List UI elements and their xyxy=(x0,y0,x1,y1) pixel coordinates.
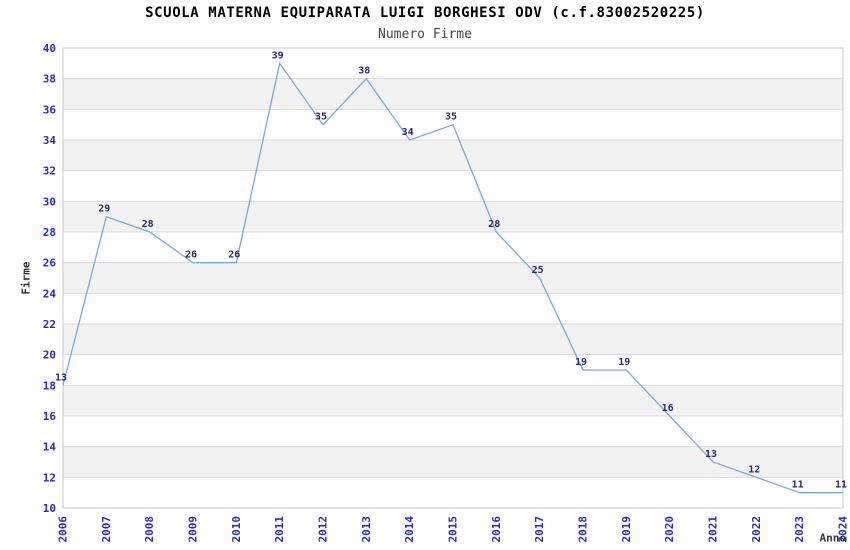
y-tick-label: 28 xyxy=(43,226,56,239)
x-tick-label: 2023 xyxy=(793,516,806,543)
chart-subtitle: Numero Firme xyxy=(378,27,472,42)
x-tick-label: 2009 xyxy=(187,516,200,543)
grid-band xyxy=(63,78,843,110)
y-tick-label: 20 xyxy=(43,349,56,362)
y-tick-label: 40 xyxy=(43,42,56,55)
data-label: 19 xyxy=(618,357,630,368)
grid-band xyxy=(63,140,843,171)
y-tick-label: 18 xyxy=(43,379,56,392)
x-axis-title: Anno xyxy=(819,531,847,545)
y-tick-label: 24 xyxy=(43,287,57,300)
x-tick-label: 2015 xyxy=(447,516,460,543)
x-tick-label: 2016 xyxy=(490,516,503,543)
x-tick-label: 2024 xyxy=(837,516,850,543)
data-label: 29 xyxy=(98,204,110,215)
data-label: 11 xyxy=(792,480,804,491)
x-tick-label: 2006 xyxy=(57,516,70,543)
x-tick-label: 2017 xyxy=(533,516,546,543)
y-tick-label: 26 xyxy=(43,257,57,270)
grid-band xyxy=(63,201,843,232)
x-tick-label: 2011 xyxy=(273,516,286,543)
y-tick-label: 12 xyxy=(43,471,56,484)
data-label: 26 xyxy=(228,250,240,261)
data-label: 12 xyxy=(748,464,760,475)
y-tick-label: 10 xyxy=(43,502,56,515)
x-tick-label: 2020 xyxy=(663,516,676,543)
x-tick-label: 2013 xyxy=(360,516,373,543)
chart-title: SCUOLA MATERNA EQUIPARATA LUIGI BORGHESI… xyxy=(145,5,705,21)
y-tick-label: 32 xyxy=(43,165,56,178)
grid-band xyxy=(63,446,843,478)
x-tick-label: 2014 xyxy=(403,516,416,543)
data-label: 35 xyxy=(445,112,457,123)
data-label: 34 xyxy=(402,127,414,138)
y-tick-label: 16 xyxy=(43,410,57,423)
data-label: 19 xyxy=(575,357,587,368)
plot-border xyxy=(62,47,844,509)
series-line xyxy=(62,61,843,494)
grid-band xyxy=(63,385,843,416)
x-tick-label: 2012 xyxy=(317,516,330,543)
data-label: 38 xyxy=(358,66,370,77)
data-label: 28 xyxy=(488,219,500,230)
data-label: 25 xyxy=(532,265,544,276)
x-tick-label: 2007 xyxy=(100,516,113,543)
y-tick-label: 34 xyxy=(43,134,57,147)
data-label: 13 xyxy=(705,449,717,460)
data-label: 35 xyxy=(315,112,327,123)
y-tick-label: 30 xyxy=(43,195,56,208)
x-tick-label: 2019 xyxy=(620,516,633,543)
data-label: 11 xyxy=(835,480,847,491)
data-label: 13 xyxy=(55,372,67,383)
grid-band xyxy=(63,262,843,294)
y-tick-label: 38 xyxy=(43,73,56,86)
x-tick-label: 2018 xyxy=(577,516,590,543)
y-tick-label: 36 xyxy=(43,103,57,116)
y-axis-title: Firme xyxy=(19,261,33,295)
data-label: 26 xyxy=(185,250,197,261)
data-label: 28 xyxy=(142,219,154,230)
data-label: 39 xyxy=(272,50,284,61)
x-tick-label: 2021 xyxy=(707,516,720,543)
x-tick-label: 2010 xyxy=(230,516,243,543)
x-tick-label: 2022 xyxy=(750,516,763,543)
y-tick-label: 14 xyxy=(43,441,57,454)
grid-band xyxy=(63,324,843,355)
y-tick-label: 22 xyxy=(43,318,56,331)
data-label: 16 xyxy=(662,403,674,414)
x-tick-label: 2008 xyxy=(143,516,156,543)
